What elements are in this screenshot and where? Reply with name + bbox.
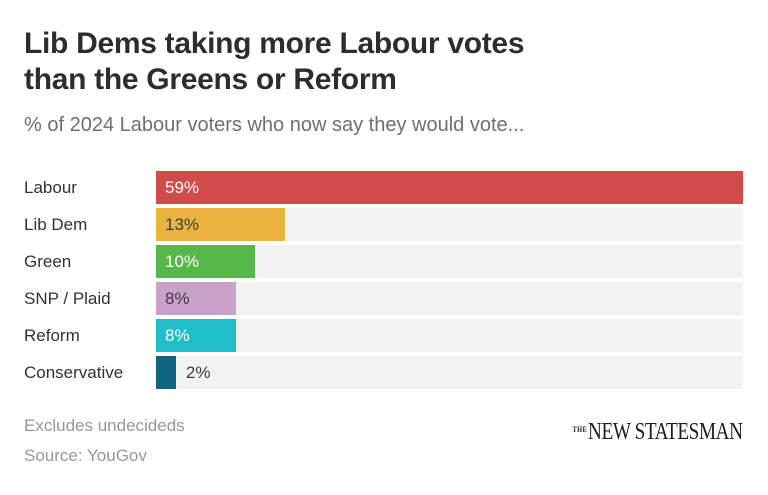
- chart-row: Lib Dem 13%: [24, 208, 743, 241]
- bar: [156, 356, 176, 389]
- bar-chart: Labour 59% Lib Dem 13% Green 10% SNP / Plaid 8%…: [24, 171, 743, 389]
- bar-track: 2%: [156, 356, 743, 389]
- category-label: Reform: [24, 325, 80, 345]
- chart-row: Conservative 2%: [24, 356, 743, 389]
- category-label: Labour: [24, 177, 77, 197]
- bar: 10%: [156, 245, 256, 278]
- logo-the-prefix: THE: [572, 425, 588, 434]
- bar: 8%: [156, 282, 236, 315]
- source-credit: Source: YouGov: [24, 446, 147, 465]
- logo-wordmark: NEW STATESMAN: [588, 419, 743, 445]
- title-line-2: than the Greens or Reform: [24, 63, 397, 96]
- bar-track: 13%: [156, 208, 743, 241]
- chart-row: SNP / Plaid 8%: [24, 282, 743, 315]
- bar-track: 8%: [156, 319, 743, 352]
- bar-track: 10%: [156, 245, 743, 278]
- bar-track: 59%: [156, 171, 743, 204]
- chart-row: Labour 59%: [24, 171, 743, 204]
- chart-subtitle: % of 2024 Labour voters who now say they…: [24, 114, 525, 136]
- value-label: 2%: [185, 362, 211, 382]
- category-label: Green: [24, 251, 72, 271]
- title-line-1: Lib Dems taking more Labour votes: [24, 27, 525, 60]
- chart-row: Green 10%: [24, 245, 743, 278]
- bar: 8%: [156, 319, 236, 352]
- value-label: 8%: [165, 288, 190, 308]
- value-label: 59%: [165, 177, 200, 197]
- bar: 59%: [156, 171, 743, 204]
- footnote: Excludes undecideds: [24, 416, 185, 435]
- value-label: 13%: [165, 214, 200, 234]
- chart-row: Reform 8%: [24, 319, 743, 352]
- footer: Excludes undecideds Source: YouGov THENE…: [24, 416, 743, 466]
- category-label: SNP / Plaid: [24, 288, 111, 308]
- bar-track: 8%: [156, 282, 743, 315]
- chart-title: Lib Dems taking more Labour votes than th…: [24, 26, 743, 98]
- bar: 13%: [156, 208, 286, 241]
- value-label: 10%: [165, 251, 200, 271]
- category-label: Conservative: [24, 362, 124, 382]
- footer-notes: Excludes undecideds Source: YouGov: [24, 416, 185, 466]
- value-label: 8%: [165, 325, 190, 345]
- new-statesman-logo: THENEW STATESMAN: [573, 419, 743, 446]
- category-label: Lib Dem: [24, 214, 88, 234]
